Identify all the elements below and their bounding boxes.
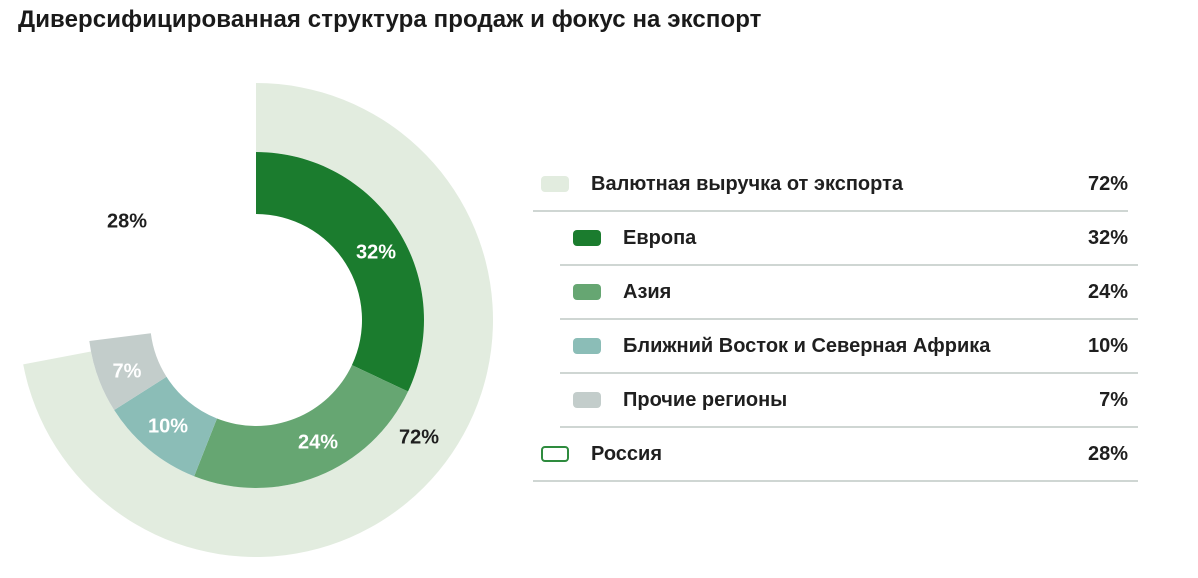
legend-row-mena: Ближний Восток и Северная Африка 10% <box>560 320 1138 374</box>
legend: Валютная выручка от экспорта 72% Европа … <box>533 158 1138 482</box>
inner-ring-segment <box>89 333 167 411</box>
legend-value: 28% <box>1087 442 1128 465</box>
legend-row-other: Прочие регионы 7% <box>560 374 1138 428</box>
legend-label: Европа <box>623 226 697 249</box>
label-export: 72% <box>398 426 440 449</box>
legend-label: Ближний Восток и Северная Африка <box>623 334 991 357</box>
legend-row-russia: Россия 28% <box>533 428 1138 482</box>
legend-swatch-other <box>573 392 601 408</box>
legend-swatch-export <box>541 176 569 192</box>
legend-swatch-asia <box>573 284 601 300</box>
legend-swatch-mena <box>573 338 601 354</box>
donut-svg <box>23 83 494 557</box>
legend-value: 32% <box>1087 226 1128 249</box>
chart-title: Диверсифицированная структура продаж и ф… <box>18 6 762 33</box>
label-russia: 28% <box>106 210 148 233</box>
outer-ring-segment <box>23 83 494 557</box>
legend-label: Прочие регионы <box>623 388 788 411</box>
legend-label: Россия <box>591 442 663 465</box>
legend-row-europe: Европа 32% <box>560 212 1138 266</box>
label-europe: 32% <box>355 241 397 264</box>
legend-value: 24% <box>1087 280 1128 303</box>
legend-swatch-europe <box>573 230 601 246</box>
legend-swatch-russia <box>541 446 569 462</box>
inner-ring-segment <box>256 152 424 392</box>
label-other: 7% <box>112 360 142 383</box>
legend-value: 72% <box>1087 172 1128 195</box>
legend-row-asia: Азия 24% <box>560 266 1138 320</box>
legend-label: Азия <box>623 280 672 303</box>
inner-ring-segment <box>114 376 217 477</box>
label-asia: 24% <box>297 431 339 454</box>
legend-label: Валютная выручка от экспорта <box>591 172 903 195</box>
label-mena: 10% <box>147 415 189 438</box>
legend-value: 10% <box>1087 334 1128 357</box>
legend-value: 7% <box>1099 388 1128 411</box>
nested-donut-chart: 28% 72% 32% 24% 10% 7% <box>0 0 520 578</box>
inner-ring-segment <box>194 365 409 489</box>
legend-row-export: Валютная выручка от экспорта 72% <box>533 158 1128 212</box>
